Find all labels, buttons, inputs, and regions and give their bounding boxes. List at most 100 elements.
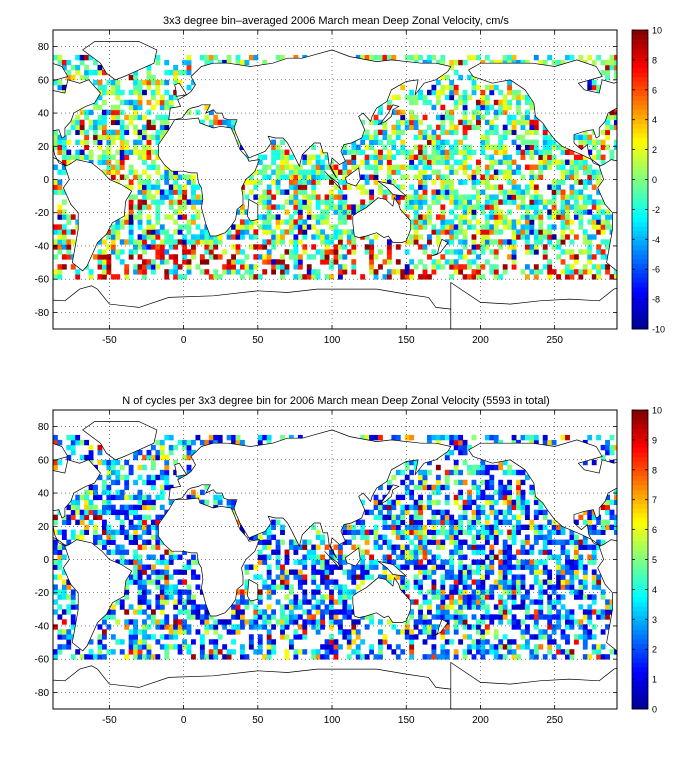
bin-cell	[53, 164, 58, 170]
bin-cell	[560, 239, 566, 245]
bin-cell	[484, 479, 490, 486]
bin-cell	[329, 579, 334, 585]
bin-cell	[364, 569, 370, 575]
bin-cell	[489, 199, 495, 205]
bin-cell	[119, 504, 125, 511]
bin-cell	[128, 114, 134, 121]
bin-cell	[440, 509, 446, 516]
bin-cell	[57, 549, 63, 555]
bin-cell	[440, 564, 446, 570]
bin-cell	[182, 624, 187, 630]
bin-cell	[61, 594, 67, 600]
coastline	[324, 550, 342, 570]
bin-cell	[182, 579, 187, 585]
bin-cell	[302, 274, 308, 280]
colorbar-segment	[632, 109, 648, 115]
bin-cell	[320, 644, 326, 650]
bin-cell	[346, 234, 352, 240]
bin-cell	[556, 569, 561, 575]
colorbar-segment	[632, 638, 648, 645]
bin-cell	[373, 174, 379, 180]
bin-cell	[266, 254, 272, 260]
bin-cell	[133, 114, 138, 121]
bin-cell	[422, 539, 428, 545]
bin-cell	[551, 179, 557, 185]
bin-cell	[378, 629, 383, 635]
bin-cell	[128, 214, 134, 220]
bin-cell	[614, 114, 617, 121]
bin-cell	[435, 229, 441, 235]
bin-cell	[573, 134, 579, 141]
bin-cell	[137, 474, 143, 481]
bin-cell	[493, 499, 499, 506]
y-tick-label: -80	[35, 308, 50, 319]
bin-cell	[231, 264, 236, 270]
colorbar-segment	[632, 314, 648, 321]
bin-cell	[333, 229, 339, 235]
bin-cell	[391, 504, 397, 511]
bin-cell	[449, 144, 455, 150]
bin-cell	[573, 169, 579, 175]
bin-cell	[128, 464, 134, 471]
bin-cell	[150, 184, 156, 190]
bin-cell	[480, 479, 486, 486]
bin-cell	[320, 169, 326, 175]
bin-cell	[476, 644, 481, 650]
bin-cell	[462, 219, 468, 225]
bin-cell	[484, 564, 490, 570]
bin-cell	[386, 164, 392, 170]
bin-cell	[533, 214, 539, 220]
bin-cell	[150, 269, 156, 275]
bin-cell	[97, 539, 103, 545]
bin-cell	[507, 89, 513, 96]
bin-cell	[453, 629, 459, 635]
bin-cell	[493, 464, 499, 471]
bin-cell	[404, 504, 410, 511]
bin-cell	[498, 564, 504, 570]
bin-cell	[480, 179, 486, 185]
bin-cell	[195, 109, 201, 116]
bin-cell	[600, 524, 606, 530]
bin-cell	[146, 69, 152, 76]
bin-cell	[547, 54, 553, 61]
bin-cell	[551, 59, 557, 66]
bin-cell	[97, 494, 103, 501]
bin-cell	[150, 519, 156, 526]
bin-cell	[547, 569, 553, 575]
bin-cell	[600, 154, 606, 160]
bin-cell	[320, 609, 326, 615]
bin-cell	[614, 74, 617, 81]
bin-cell	[440, 184, 446, 190]
bin-cell	[128, 519, 134, 526]
bin-cell	[418, 614, 423, 620]
colorbar-segment	[632, 104, 648, 110]
bin-cell	[542, 139, 548, 146]
bin-cell	[182, 239, 187, 245]
bin-cell	[422, 469, 428, 476]
bin-cell	[93, 134, 98, 141]
bin-cell	[61, 579, 67, 585]
colorbar-segment	[632, 30, 648, 36]
bin-cell	[413, 199, 419, 205]
bin-cell	[493, 529, 499, 535]
bin-cell	[248, 639, 254, 645]
bin-cell	[395, 524, 401, 530]
bin-cell	[150, 229, 156, 235]
bin-cell	[378, 149, 383, 155]
bin-cell	[106, 649, 112, 655]
bin-cell	[115, 159, 121, 165]
bin-cell	[257, 549, 263, 555]
bin-cell	[128, 194, 134, 200]
bin-cell	[142, 519, 147, 526]
bin-cell	[578, 594, 584, 600]
bin-cell	[329, 274, 334, 280]
bin-cell	[177, 229, 183, 235]
bin-cell	[128, 89, 134, 96]
bin-cell	[462, 234, 468, 240]
bin-cell	[231, 234, 236, 240]
bin-cell	[440, 434, 446, 441]
bin-cell	[386, 239, 392, 245]
bin-cell	[324, 239, 330, 245]
bin-cell	[458, 199, 464, 205]
bin-cell	[57, 54, 63, 61]
